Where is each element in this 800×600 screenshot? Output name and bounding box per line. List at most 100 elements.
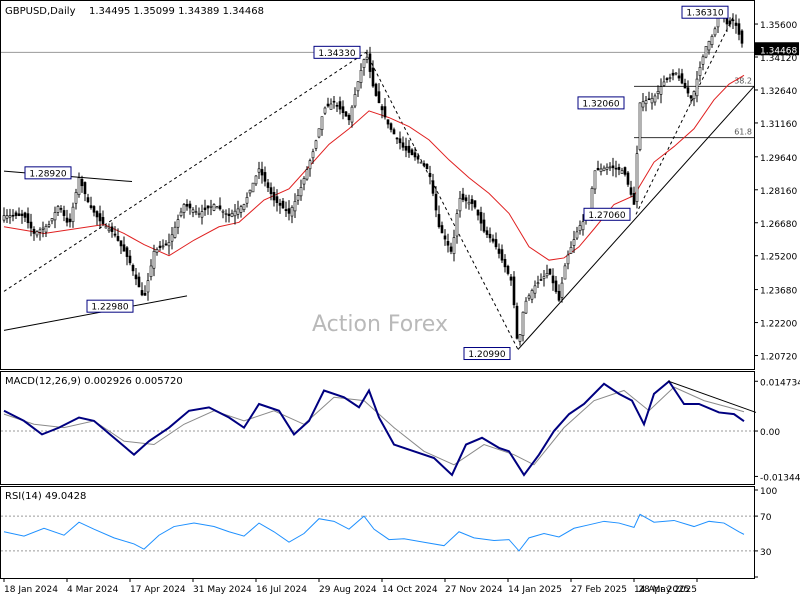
price-annotation-box (681, 5, 729, 19)
date-tick-label: 17 Apr 2024 (130, 585, 186, 595)
price-candle-body (248, 189, 252, 194)
price-candle-body (638, 102, 642, 150)
price-candle-body (710, 35, 714, 45)
price-candle-body (35, 231, 39, 236)
price-candle-body (467, 201, 471, 205)
dashed-trendline (3, 51, 367, 292)
price-candle-body (20, 213, 24, 216)
price-candle-body (668, 77, 672, 79)
price-candle-body (479, 212, 483, 224)
price-candle-body (680, 73, 684, 84)
price-candle-body (737, 23, 741, 35)
price-candle-body (143, 292, 147, 296)
date-tick-label: 16 Jul 2024 (256, 585, 307, 595)
price-candle-body (29, 221, 33, 229)
price-candle-body (551, 275, 555, 284)
price-candle-body (593, 170, 597, 190)
rsi-label: RSI(14) 49.0428 (5, 491, 86, 502)
price-candle-body (203, 207, 207, 211)
price-candle-body (524, 300, 528, 314)
price-tick-label: 1.20720 (760, 353, 797, 363)
price-candle-body (482, 219, 486, 232)
price-candle-body (629, 187, 633, 195)
price-candle-body (422, 163, 426, 166)
price-candle-body (230, 213, 234, 217)
price-candle-body (281, 200, 285, 209)
date-tick-label: 27 Feb 2025 (571, 585, 627, 595)
price-candle-body (98, 213, 102, 222)
price-tick-label: 1.26680 (760, 220, 797, 230)
price-candle-body (161, 245, 165, 248)
price-candle-body (65, 217, 69, 223)
price-candle-body (128, 255, 132, 264)
price-candle-body (335, 105, 339, 107)
price-candle-body (362, 59, 366, 68)
price-annotation-box (463, 347, 511, 361)
price-candle-body (698, 67, 702, 76)
price-candle-body (260, 169, 264, 176)
date-tick-label: 4 Mar 2024 (67, 585, 119, 595)
price-candle-body (407, 145, 411, 153)
price-candle-body (218, 205, 222, 210)
price-candle-body (626, 172, 630, 185)
price-candle-body (518, 334, 522, 342)
price-candle-body (527, 295, 531, 299)
price-candle-body (191, 209, 195, 213)
price-candle-body (251, 182, 255, 193)
price-candle-body (305, 169, 309, 180)
price-candle-body (644, 100, 648, 105)
trendline (3, 295, 188, 331)
price-candle-body (47, 224, 51, 227)
price-candle-body (545, 273, 549, 277)
macd-panel-frame (0, 371, 755, 485)
date-tick-label: 28 May 2025 (638, 585, 697, 595)
price-candle-body (566, 254, 570, 265)
price-axis: 1.35600 1.34120 1.32640 1.31160 1.29640 1.281… (754, 21, 799, 363)
price-candle-body (122, 244, 126, 252)
price-candle-body (497, 248, 501, 254)
price-candle-body (185, 203, 189, 207)
macd-label: MACD(12,26,9) 0.002926 0.005720 (5, 376, 183, 387)
price-candle-body (650, 98, 654, 104)
price-candle-body (488, 233, 492, 239)
date-tick-label: 14 Apr 2025 (634, 585, 690, 595)
price-candle-body (317, 128, 321, 138)
fib-level-label: 61.8 (734, 128, 752, 137)
price-candle-body (725, 17, 729, 25)
price-candle-body (155, 249, 159, 253)
price-candle-body (290, 207, 294, 217)
price-candle-body (425, 163, 429, 170)
rsi-panel-frame (0, 486, 755, 579)
price-candle-body (611, 165, 615, 169)
price-candle-body (683, 82, 687, 89)
price-candle-body (338, 101, 342, 110)
price-candle-body (308, 160, 312, 170)
price-candle-body (542, 276, 546, 279)
price-candle-body (677, 75, 681, 79)
price-candle-body (503, 258, 507, 268)
price-candle-body (470, 199, 474, 204)
price-panel-frame (0, 0, 755, 370)
price-candle-body (389, 123, 393, 130)
price-candle-body (188, 203, 192, 209)
dashed-trendline (635, 14, 735, 215)
price-candle-body (686, 87, 690, 94)
rsi-line (3, 513, 745, 552)
macd-tick-label: -0.013442 (760, 473, 800, 483)
price-candle-body (557, 290, 561, 301)
price-candle-body (530, 290, 534, 300)
last-price-label: 1.34468 (760, 46, 797, 56)
price-candle-body (608, 166, 612, 169)
price-candle-body (344, 111, 348, 117)
date-tick-label: 29 Aug 2024 (319, 585, 377, 595)
price-candle-body (440, 225, 444, 234)
price-candle-body (5, 215, 9, 219)
price-tick-label: 1.28160 (760, 187, 797, 197)
price-candle-body (296, 195, 300, 201)
price-candle-body (95, 211, 99, 218)
price-candle-body (635, 153, 639, 202)
price-candle-body (647, 98, 651, 101)
price-candle-body (602, 167, 606, 171)
price-candle-body (23, 212, 27, 218)
price-candle-body (329, 103, 333, 110)
